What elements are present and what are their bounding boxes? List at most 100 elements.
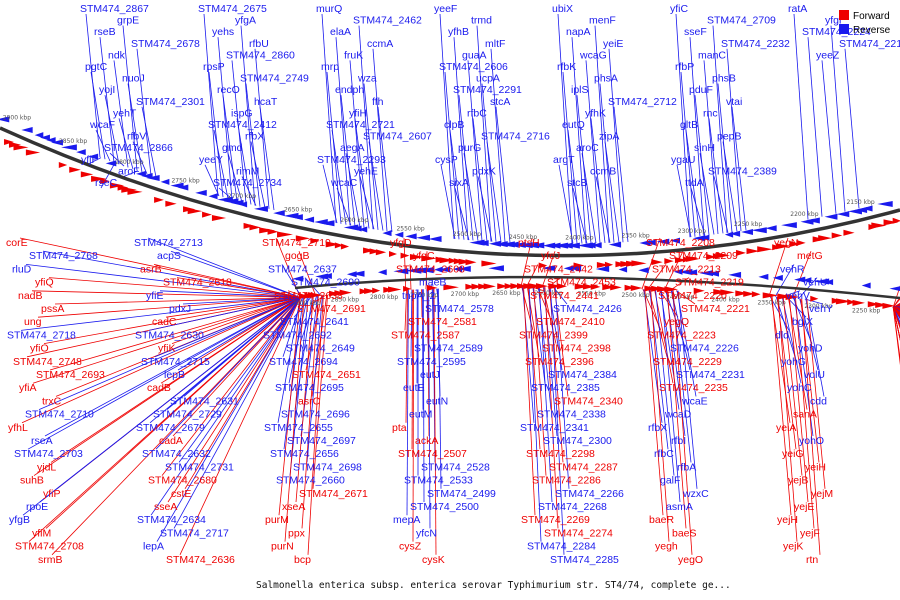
lower-gene-label-103: STM474_2453 (547, 277, 616, 289)
gene-arrow-1-74 (777, 293, 793, 300)
tick-label-ticks_upper-7: 2550 kbp (396, 225, 424, 232)
lower-gene-label-170: yejE (794, 501, 814, 513)
upper-gene-label-9: yehT (113, 107, 137, 119)
lower-leader-line-34 (154, 297, 301, 358)
upper-gene-label-52: guaA (462, 49, 487, 61)
upper-gene-label-8: STM474_2301 (136, 96, 205, 108)
upper-leader-line-48 (439, 13, 455, 239)
lower-gene-label-169: yejM (811, 488, 833, 500)
gene-arrow-1-30 (478, 283, 489, 290)
upper-gene-label-10: wcaF (89, 119, 115, 131)
lower-leader-line-151 (792, 251, 812, 299)
lower-leader-line-8 (43, 297, 301, 344)
lower-leader-line-168 (782, 297, 803, 476)
upper-backbone (0, 126, 900, 258)
gene-arrow-0-8 (46, 137, 56, 144)
tick-label-ticks_upper-8: 2500 kbp (453, 231, 481, 238)
lower-leader-line-43 (161, 297, 301, 476)
lower-leader-line-125 (641, 237, 661, 290)
upper-leader-line-61 (440, 164, 456, 240)
upper-gene-label-13: yfjF (81, 154, 98, 166)
lower-leader-line-40 (172, 297, 301, 437)
upper-leader-line-34 (335, 37, 351, 226)
lower-gene-label-69: STM474_2671 (299, 488, 368, 500)
upper-leader-line-85 (680, 71, 696, 237)
upper-leader-line-19 (254, 48, 270, 209)
lower-leader-line-126 (663, 251, 684, 291)
lower-gene-label-70: xseA (282, 501, 305, 513)
lower-gene-label-79: tnpA_2 (402, 290, 435, 302)
lower-gene-label-129: STM474_2220 (658, 290, 727, 302)
upper-gene-label-30: rimM (236, 165, 259, 177)
lower-gene-label-12: trxC (42, 395, 62, 407)
upper-leader-line-8 (141, 106, 157, 178)
lower-gene-label-143: galF (660, 475, 680, 487)
gene-arrow-1-66 (720, 289, 735, 296)
lower-gene-label-95: STM474_2500 (410, 501, 479, 513)
gene-arrow-1-35 (510, 283, 522, 290)
lower-gene-label-65: STM474_2697 (287, 435, 356, 447)
lower-gene-label-114: STM474_2341 (520, 422, 589, 434)
gene-arrow-0-67 (400, 252, 410, 259)
upper-leader-line-96 (793, 13, 809, 220)
tick-label-ticks_lower-12: 2300 kbp (804, 303, 832, 310)
gene-arrow-0-57 (340, 243, 350, 250)
upper-leader-line-73 (590, 118, 606, 243)
upper-gene-label-40: ffh (372, 96, 384, 108)
upper-gene-label-32: murQ (316, 3, 342, 15)
upper-leader-line-4 (113, 60, 129, 168)
gene-arrow-0-115 (686, 255, 700, 262)
gene-arrow-0-98 (586, 242, 596, 249)
lower-gene-label-83: STM474_2589 (414, 343, 483, 355)
gene-arrow-1-70 (751, 291, 761, 298)
lower-leader-line-21 (22, 297, 301, 516)
upper-gene-label-4: ndk (108, 49, 126, 61)
lower-gene-label-56: STM474_2641 (280, 316, 349, 328)
lower-leader-line-196 (892, 307, 900, 366)
lower-gene-label-39: STM474_2679 (136, 422, 205, 434)
upper-gene-label-93: ygaU (671, 154, 696, 166)
gene-arrow-1-84 (852, 299, 865, 306)
gene-arrow-0-124 (741, 229, 753, 236)
upper-leader-line-3 (136, 48, 152, 176)
gene-arrow-0-52 (310, 237, 320, 244)
gene-arrow-0-30 (177, 184, 189, 191)
gene-arrow-1-89 (889, 286, 900, 291)
gene-arrow-0-12 (69, 166, 81, 173)
lower-gene-label-4: nadB (18, 290, 43, 302)
lower-gene-label-74: bcp (294, 554, 311, 566)
gene-arrow-1-40 (541, 265, 556, 272)
upper-gene-label-59: STM474_2716 (481, 131, 550, 143)
lower-gene-label-121: STM474_2269 (521, 514, 590, 526)
upper-leader-line-93 (676, 164, 692, 238)
gene-arrow-1-55 (644, 285, 657, 292)
gene-arrow-0-49 (291, 214, 303, 221)
upper-leader-line-88 (731, 106, 747, 231)
upper-leader-line-22 (245, 83, 261, 207)
gene-arrow-0-15 (87, 153, 99, 160)
upper-leader-line-59 (486, 141, 502, 243)
lower-gene-label-156: bglX (792, 316, 813, 328)
tick-label-ticks_upper-12: 2300 kbp (678, 228, 706, 235)
upper-gene-label-51: mltF (485, 38, 505, 50)
gene-arrow-1-69 (743, 290, 755, 297)
lower-gene-label-33: yfiK (158, 343, 176, 355)
upper-leader-line-62 (477, 176, 493, 242)
upper-leader-line-27 (250, 141, 266, 208)
lower-gene-label-88: eutM (409, 409, 432, 421)
lower-gene-label-50: STM474_2719 (262, 237, 331, 249)
gene-arrow-0-148 (883, 219, 899, 226)
gene-arrow-1-17 (393, 268, 409, 275)
lower-gene-label-159: yohG (781, 356, 806, 368)
lower-leader-line-46 (150, 297, 301, 516)
lower-gene-label-10: STM474_2693 (36, 369, 105, 381)
lower-gene-label-55: STM474_2691 (297, 303, 366, 315)
upper-leader-line-51 (490, 48, 506, 243)
upper-gene-label-58: clpB (444, 119, 464, 131)
lower-leader-line-227 (893, 305, 900, 308)
gene-arrow-0-109 (651, 259, 663, 266)
gene-arrow-0-45 (267, 228, 279, 235)
gene-arrow-1-61 (687, 269, 698, 276)
lower-leader-line-97 (428, 289, 431, 529)
lower-gene-label-172: yejF (800, 527, 820, 539)
